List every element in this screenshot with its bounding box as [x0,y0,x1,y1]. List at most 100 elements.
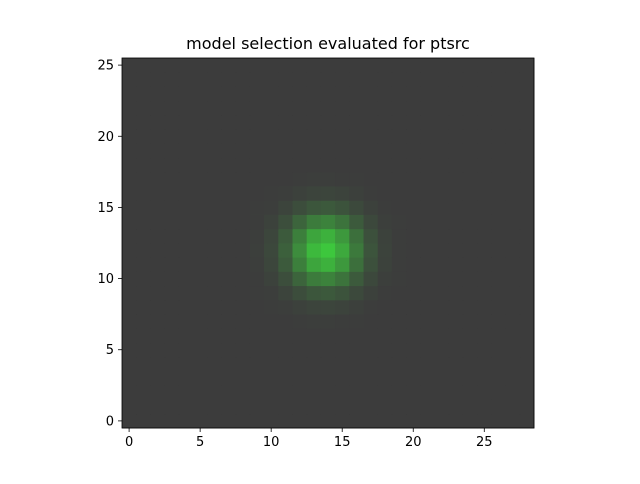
heatmap-cell [122,129,137,144]
heatmap-cell [406,356,421,372]
heatmap-cell [264,285,279,301]
heatmap-cell [136,129,151,144]
heatmap-cell [320,171,336,187]
heatmap-cell [363,86,379,102]
heatmap-cell [178,299,194,315]
heatmap-cell [391,399,407,415]
heatmap-cell [178,285,194,301]
heatmap-cell [150,72,166,87]
heatmap-cell [221,129,237,144]
heatmap-cell [292,72,308,87]
heatmap-cell [193,257,208,272]
heatmap-cell [221,186,237,201]
heatmap-cell [249,228,265,244]
heatmap-cell [193,399,208,415]
heatmap-cell [505,385,521,400]
heatmap-cell [136,299,151,315]
heatmap-cell [306,129,322,144]
heatmap-cell [221,271,237,287]
heatmap-cell [136,314,151,329]
heatmap-cell [491,186,506,201]
heatmap-cell [335,413,350,429]
heatmap-cell [320,257,336,272]
heatmap-cell [292,314,308,329]
heatmap-cell [221,285,237,301]
heatmap-cell [491,114,506,130]
heatmap-cell [292,299,308,315]
heatmap-cell [391,143,407,159]
heatmap-cell [420,399,435,415]
heatmap-cell [391,100,407,116]
heatmap-cell [235,114,251,130]
heatmap-cell [363,228,379,244]
heatmap-cell [306,356,322,372]
heatmap-cell [306,72,322,87]
heatmap-cell [150,399,166,415]
heatmap-cell [292,243,308,258]
heatmap-cell [164,371,180,386]
heatmap-cell [349,385,364,400]
heatmap-cell [335,143,350,159]
heatmap-cell [249,114,265,130]
heatmap-cell [178,243,194,258]
heatmap-cell [320,399,336,415]
heatmap-cell [320,214,336,230]
heatmap-cell [320,299,336,315]
heatmap-cell [434,214,450,230]
heatmap-cell [178,342,194,358]
heatmap-cell [519,257,535,272]
heatmap-cell [164,171,180,187]
heatmap-cell [122,356,137,372]
heatmap-cell [136,399,151,415]
heatmap-cell [335,342,350,358]
heatmap-cell [278,200,293,215]
heatmap-cell [292,413,308,429]
heatmap-cell [164,129,180,144]
heatmap-cell [335,299,350,315]
heatmap-cell [249,371,265,386]
heatmap-cell [150,299,166,315]
heatmap-cell [434,371,450,386]
plot-frame [121,57,535,429]
heatmap-cell [363,72,379,87]
heatmap-cell [420,228,435,244]
heatmap-cell [306,399,322,415]
heatmap-cell [391,356,407,372]
heatmap-cell [519,271,535,287]
heatmap-cell [519,86,535,102]
heatmap-cell [136,257,151,272]
heatmap-cell [136,228,151,244]
heatmap-cell [264,143,279,159]
heatmap-cell [349,86,364,102]
heatmap-cell [306,157,322,173]
heatmap-cell [249,285,265,301]
heatmap-cell [363,58,379,73]
heatmap-cell [377,257,393,272]
heatmap-cell [519,171,535,187]
heatmap-cell [420,58,435,73]
heatmap-cell [335,214,350,230]
heatmap-cell [235,314,251,329]
heatmap-cell [519,100,535,116]
heatmap-cell [491,72,506,87]
heatmap-cell [278,129,293,144]
heatmap-cell [377,143,393,159]
heatmap-cell [235,399,251,415]
heatmap-cell [363,114,379,130]
heatmap-cell [349,299,364,315]
heatmap-cell [122,86,137,102]
heatmap-cell [235,356,251,372]
heatmap-cell [519,228,535,244]
heatmap-cell [306,243,322,258]
heatmap-cell [434,399,450,415]
heatmap-cell [462,58,478,73]
heatmap-cell [448,328,464,344]
heatmap-cell [292,58,308,73]
heatmap-cell [363,157,379,173]
y-tick-label: 25 [97,59,114,74]
heatmap-cell [150,100,166,116]
heatmap-cell [477,413,492,429]
heatmap-cell [377,72,393,87]
heatmap-cell [178,100,194,116]
